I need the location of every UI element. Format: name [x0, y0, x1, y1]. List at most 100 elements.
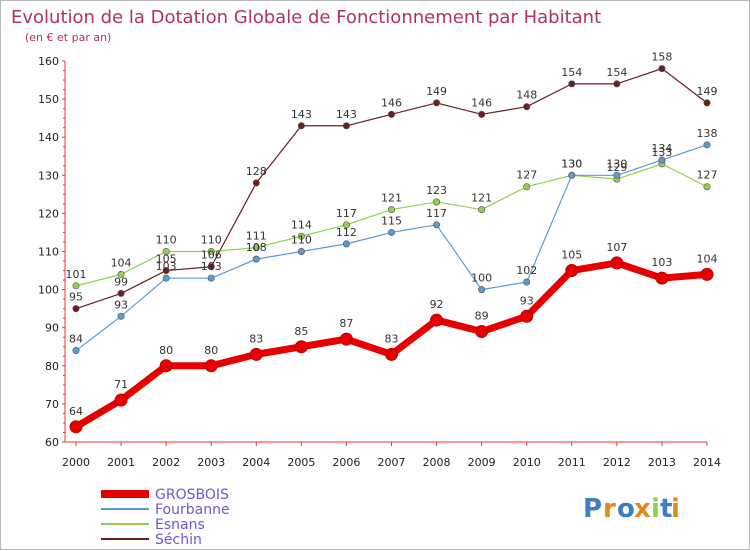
x-tick-label: 2014	[693, 456, 721, 469]
data-point	[252, 244, 260, 252]
data-point	[339, 332, 353, 346]
axes: 60 70 80 90 100 110 120 130 140 150 160 2000 2001 200…	[38, 55, 721, 469]
data-point	[478, 286, 486, 294]
data-point	[294, 340, 308, 354]
data-label: 123	[426, 184, 447, 197]
data-point	[207, 274, 215, 282]
data-point	[700, 267, 714, 281]
data-point	[568, 80, 576, 88]
data-point	[387, 228, 395, 236]
data-point	[159, 359, 173, 373]
data-label: 148	[516, 89, 537, 102]
data-label: 71	[114, 378, 128, 391]
data-label: 84	[69, 333, 83, 346]
data-label: 128	[246, 165, 267, 178]
data-point	[204, 359, 218, 373]
data-label: 102	[516, 264, 537, 277]
data-point	[658, 65, 666, 73]
logo-letter: x	[634, 494, 651, 524]
data-point	[162, 267, 170, 275]
x-tick-label: 2003	[197, 456, 225, 469]
data-point	[385, 347, 398, 361]
data-label: 103	[651, 256, 672, 269]
data-point	[703, 99, 711, 107]
data-label: 146	[471, 96, 492, 109]
y-tick-label: 110	[38, 246, 59, 259]
data-point	[207, 263, 215, 271]
x-tick-label: 2002	[152, 456, 180, 469]
legend-label: Esnans	[155, 517, 205, 533]
data-label: 99	[114, 275, 128, 288]
x-tick-label: 2007	[378, 456, 406, 469]
data-label: 158	[651, 51, 672, 64]
data-label: 130	[561, 157, 582, 170]
data-point	[117, 289, 125, 297]
data-point	[703, 141, 711, 149]
data-point	[478, 206, 486, 214]
y-tick-label: 130	[38, 169, 59, 182]
data-point	[433, 99, 441, 107]
data-label: 85	[294, 325, 308, 338]
data-point	[433, 198, 441, 206]
data-label: 138	[697, 127, 718, 140]
data-point	[475, 325, 489, 339]
chart-subtitle: (en € et par an)	[25, 31, 111, 44]
chart-title: Evolution de la Dotation Globale de Fonc…	[11, 7, 601, 28]
data-point	[703, 183, 711, 191]
data-point	[207, 248, 215, 256]
data-label: 89	[475, 310, 489, 323]
data-point	[252, 179, 260, 187]
logo-letter: t	[660, 494, 672, 524]
x-tick-label: 2006	[332, 456, 360, 469]
data-point	[568, 171, 576, 179]
legend-label: GROSBOIS	[155, 487, 229, 503]
x-tick-label: 2004	[242, 456, 270, 469]
data-point	[387, 110, 395, 118]
data-point	[523, 183, 531, 191]
x-tick-label: 2005	[287, 456, 315, 469]
data-label: 92	[430, 298, 444, 311]
legend-label: Séchin	[155, 532, 202, 548]
data-label: 108	[246, 241, 267, 254]
logo-letter: P	[583, 494, 602, 524]
data-label: 117	[336, 207, 357, 220]
series-layer	[69, 65, 714, 434]
x-tick-label: 2000	[62, 456, 90, 469]
y-tick-label: 80	[45, 360, 59, 373]
data-point	[342, 240, 350, 248]
data-point	[342, 221, 350, 229]
data-label: 110	[201, 234, 222, 247]
data-label: 64	[69, 405, 83, 418]
data-point	[565, 264, 579, 278]
data-point	[162, 274, 170, 282]
data-label: 130	[606, 157, 627, 170]
data-label: 110	[156, 234, 177, 247]
y-tick-label: 100	[38, 284, 59, 297]
data-point	[72, 347, 80, 355]
data-point	[520, 309, 534, 323]
logo-letter: i	[651, 494, 660, 524]
data-point	[117, 312, 125, 320]
data-label: 112	[336, 226, 357, 239]
data-label: 93	[520, 294, 534, 307]
data-label: 143	[336, 108, 357, 121]
x-tick-label: 2013	[648, 456, 676, 469]
data-label: 104	[111, 256, 132, 269]
data-point	[162, 248, 170, 256]
data-point	[478, 110, 486, 118]
data-point	[297, 248, 305, 256]
y-tick-label: 120	[38, 207, 59, 220]
data-label: 105	[561, 249, 582, 262]
legend-label: Fourbanne	[155, 502, 230, 518]
data-point	[613, 171, 621, 179]
x-tick-label: 2009	[468, 456, 496, 469]
data-point	[433, 221, 441, 229]
y-tick-label: 150	[38, 93, 59, 106]
x-tick-label: 2008	[423, 456, 451, 469]
y-tick-label: 160	[38, 55, 59, 68]
data-point	[658, 156, 666, 164]
data-label: 110	[291, 234, 312, 247]
data-label: 154	[606, 66, 627, 79]
